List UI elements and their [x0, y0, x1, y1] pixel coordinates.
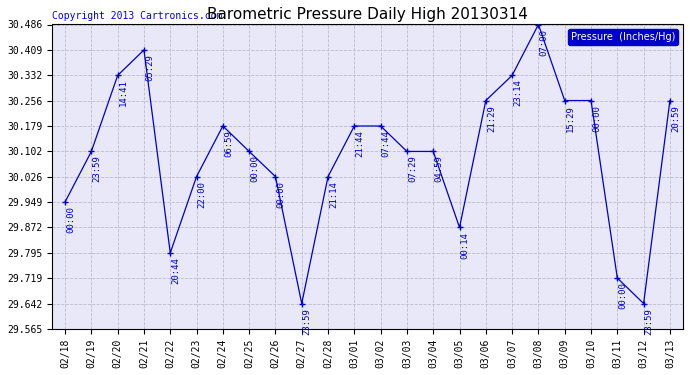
Text: 23:59: 23:59: [92, 156, 101, 183]
Text: 14:41: 14:41: [119, 80, 128, 106]
Text: 04:59: 04:59: [434, 156, 443, 183]
Text: 20:59: 20:59: [671, 105, 680, 132]
Text: 15:29: 15:29: [566, 105, 575, 132]
Text: 00:00: 00:00: [618, 282, 627, 309]
Text: 20:44: 20:44: [171, 257, 180, 284]
Legend: Pressure  (Inches/Hg): Pressure (Inches/Hg): [568, 29, 678, 45]
Title: Barometric Pressure Daily High 20130314: Barometric Pressure Daily High 20130314: [207, 7, 528, 22]
Text: 07:29: 07:29: [408, 156, 417, 183]
Text: 21:44: 21:44: [355, 130, 364, 157]
Text: 21:29: 21:29: [487, 105, 496, 132]
Text: 22:00: 22:00: [197, 181, 206, 208]
Text: 21:14: 21:14: [329, 181, 338, 208]
Text: 00:00: 00:00: [66, 206, 75, 233]
Text: 23:14: 23:14: [513, 80, 522, 106]
Text: 06:59: 06:59: [224, 130, 233, 157]
Text: 05:29: 05:29: [145, 54, 154, 81]
Text: 00:00: 00:00: [592, 105, 601, 132]
Text: 00:00: 00:00: [250, 156, 259, 183]
Text: 23:59: 23:59: [303, 308, 312, 334]
Text: 23:59: 23:59: [644, 308, 653, 334]
Text: 00:14: 00:14: [461, 232, 470, 258]
Text: 07:44: 07:44: [382, 130, 391, 157]
Text: Copyright 2013 Cartronics.com: Copyright 2013 Cartronics.com: [52, 12, 222, 21]
Text: 00:00: 00:00: [277, 181, 286, 208]
Text: 07:00: 07:00: [540, 28, 549, 56]
